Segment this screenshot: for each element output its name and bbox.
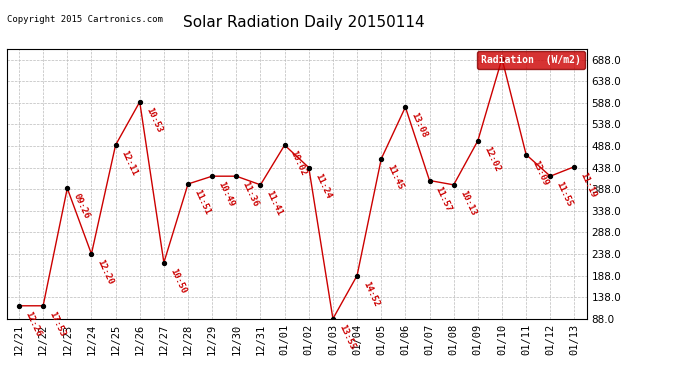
Point — [14, 303, 25, 309]
Point — [207, 173, 218, 179]
Point — [110, 142, 121, 148]
Point — [351, 273, 363, 279]
Text: 10:02: 10:02 — [289, 149, 308, 177]
Point — [255, 182, 266, 188]
Point — [448, 182, 460, 188]
Point — [497, 56, 508, 62]
Text: 13:09: 13:09 — [531, 159, 550, 187]
Text: 09:26: 09:26 — [72, 192, 91, 220]
Text: 11:45: 11:45 — [386, 163, 405, 191]
Text: 13:55: 13:55 — [337, 323, 357, 351]
Point — [520, 152, 531, 157]
Text: 11:41: 11:41 — [265, 189, 284, 217]
Point — [375, 156, 386, 162]
Text: 11:24: 11:24 — [313, 172, 333, 200]
Text: 10:13: 10:13 — [458, 189, 477, 217]
Point — [86, 251, 97, 257]
Text: 10:50: 10:50 — [168, 267, 188, 295]
Point — [230, 173, 241, 179]
Point — [424, 177, 435, 183]
Text: 12:11: 12:11 — [120, 149, 139, 177]
Text: 13:08: 13:08 — [410, 111, 429, 140]
Point — [472, 138, 483, 144]
Point — [158, 260, 169, 266]
Text: 10:53: 10:53 — [144, 106, 164, 134]
Text: 12:02: 12:02 — [482, 145, 502, 173]
Text: 11:36: 11:36 — [241, 180, 260, 209]
Text: 14:52: 14:52 — [362, 280, 381, 308]
Text: 11:57: 11:57 — [434, 184, 453, 213]
Point — [134, 99, 145, 105]
Point — [569, 164, 580, 170]
Point — [400, 104, 411, 110]
Text: Solar Radiation Daily 20150114: Solar Radiation Daily 20150114 — [183, 15, 424, 30]
Legend: Radiation  (W/m2): Radiation (W/m2) — [477, 51, 584, 69]
Text: Copyright 2015 Cartronics.com: Copyright 2015 Cartronics.com — [7, 15, 163, 24]
Point — [328, 316, 339, 322]
Point — [37, 303, 48, 309]
Text: 11:55: 11:55 — [555, 180, 574, 209]
Text: 17:53: 17:53 — [48, 310, 67, 338]
Text: 12:26: 12:26 — [23, 310, 43, 338]
Point — [279, 142, 290, 148]
Text: 12:20: 12:20 — [96, 258, 115, 286]
Point — [545, 173, 556, 179]
Text: 10:49: 10:49 — [217, 180, 236, 209]
Point — [62, 185, 73, 191]
Point — [182, 181, 193, 187]
Text: 11:19: 11:19 — [579, 171, 598, 199]
Text: 11:51: 11:51 — [193, 188, 212, 216]
Point — [303, 165, 314, 171]
